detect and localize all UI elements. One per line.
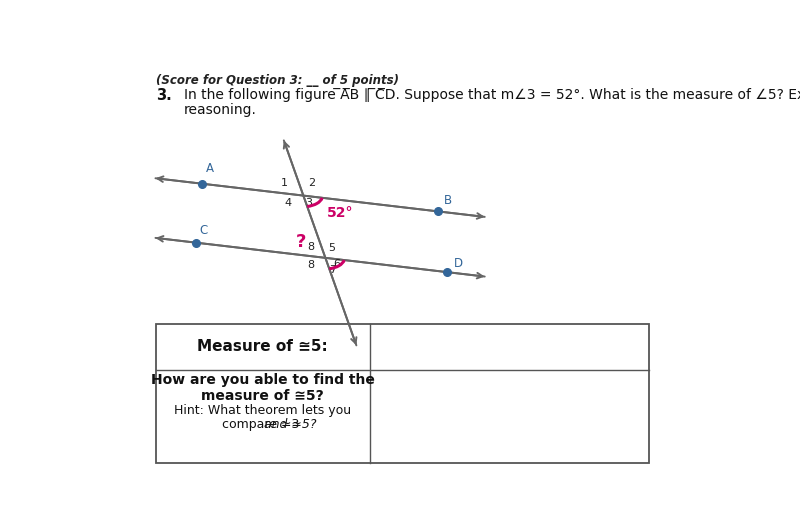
Text: ?: ? xyxy=(295,233,306,250)
Text: and ≃5?: and ≃5? xyxy=(264,417,317,430)
Text: 7: 7 xyxy=(330,265,336,275)
Text: 5: 5 xyxy=(328,243,335,253)
Text: B: B xyxy=(444,194,452,207)
Text: 3.: 3. xyxy=(156,88,171,103)
Text: In the following figure ̅A̅B ∥ ̅C̅D. Suppose that m∠3 = 52°. What is the measure: In the following figure ̅A̅B ∥ ̅C̅D. Sup… xyxy=(184,88,800,102)
Text: 6: 6 xyxy=(333,259,340,269)
Text: C: C xyxy=(200,224,208,237)
Text: Hint: What theorem lets you: Hint: What theorem lets you xyxy=(174,404,351,417)
Text: A: A xyxy=(206,162,214,175)
Text: 1: 1 xyxy=(282,178,288,188)
Text: 2: 2 xyxy=(309,178,316,188)
Text: 52°: 52° xyxy=(327,206,354,219)
Text: D: D xyxy=(454,257,462,270)
Text: Measure of ≅5:: Measure of ≅5: xyxy=(198,340,328,354)
Text: How are you able to find the: How are you able to find the xyxy=(151,373,374,387)
Text: 3: 3 xyxy=(306,197,313,207)
Text: compare ≃3: compare ≃3 xyxy=(222,417,303,430)
Text: measure of ≅5?: measure of ≅5? xyxy=(202,389,324,403)
Text: reasoning.: reasoning. xyxy=(184,103,257,118)
Text: (Score for Question 3: __ of 5 points): (Score for Question 3: __ of 5 points) xyxy=(156,75,398,87)
Text: 8: 8 xyxy=(307,242,314,252)
Text: 4: 4 xyxy=(285,197,292,207)
Text: 8: 8 xyxy=(307,260,314,270)
Bar xyxy=(156,324,649,463)
